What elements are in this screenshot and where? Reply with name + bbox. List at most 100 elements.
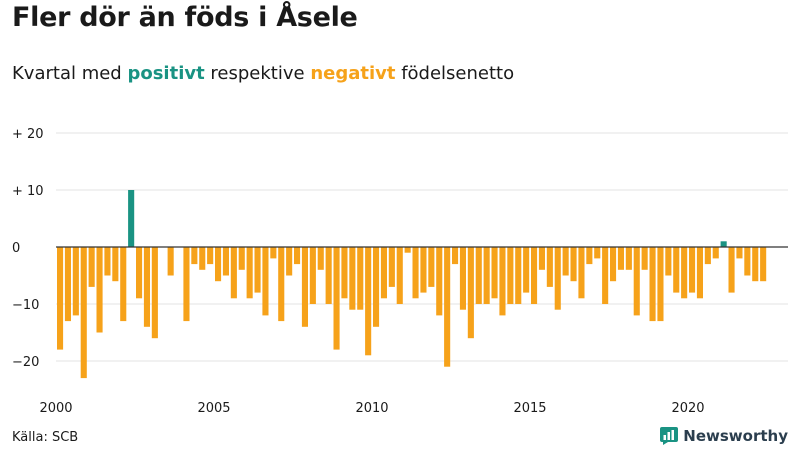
- bar: [72, 247, 79, 316]
- x-tick-label: 2010: [355, 401, 388, 416]
- bar: [428, 247, 435, 287]
- bar: [80, 247, 87, 379]
- bar: [294, 247, 301, 265]
- bar: [380, 247, 387, 299]
- chart-subtitle: Kvartal med positivt respektive negativt…: [12, 63, 514, 84]
- bar: [420, 247, 427, 293]
- bar: [617, 247, 624, 270]
- bar: [444, 247, 451, 367]
- bar: [167, 247, 174, 276]
- bar: [317, 247, 324, 270]
- y-tick-label: −10: [12, 298, 39, 313]
- bar: [452, 247, 459, 265]
- bar: [341, 247, 348, 299]
- bar: [633, 247, 640, 316]
- bar: [238, 247, 245, 270]
- bar: [143, 247, 150, 327]
- bar: [230, 247, 237, 299]
- bar: [760, 247, 767, 282]
- x-tick-label: 2015: [513, 401, 546, 416]
- y-tick-label: −20: [12, 355, 39, 370]
- bar: [191, 247, 198, 265]
- subtitle-suffix: födelsenetto: [395, 63, 515, 84]
- bar: [254, 247, 261, 293]
- bar: [404, 247, 411, 253]
- newsworthy-logo-icon: [660, 427, 679, 445]
- subtitle-positive: positivt: [127, 63, 205, 84]
- bar: [602, 247, 609, 304]
- bar: [333, 247, 340, 350]
- bar: [88, 247, 95, 287]
- bar: [720, 241, 727, 247]
- bar: [483, 247, 490, 304]
- bar: [286, 247, 293, 276]
- bar: [704, 247, 711, 265]
- bar: [736, 247, 743, 259]
- bar: [396, 247, 403, 304]
- bar: [357, 247, 364, 310]
- bar: [673, 247, 680, 293]
- subtitle-negative: negativt: [310, 63, 396, 84]
- bar: [120, 247, 127, 322]
- bar: [412, 247, 419, 299]
- bar: [507, 247, 514, 304]
- bar: [515, 247, 522, 304]
- bar: [665, 247, 672, 276]
- bar: [57, 247, 64, 350]
- x-tick-label: 2020: [671, 401, 704, 416]
- bar: [625, 247, 632, 270]
- bar: [262, 247, 269, 316]
- bar: [649, 247, 656, 322]
- y-tick-label: + 20: [12, 127, 44, 142]
- bar: [499, 247, 506, 316]
- bar: [199, 247, 206, 270]
- bar: [578, 247, 585, 299]
- bar: [562, 247, 569, 276]
- bar: [531, 247, 538, 304]
- bar: [538, 247, 545, 270]
- subtitle-middle: respektive: [204, 63, 311, 84]
- bar: [594, 247, 601, 259]
- brand-name: Newsworthy: [683, 427, 788, 445]
- bar: [128, 190, 135, 247]
- bar: [459, 247, 466, 310]
- y-tick-label: 0: [12, 241, 20, 256]
- bar: [222, 247, 229, 276]
- bar: [752, 247, 759, 282]
- bar: [467, 247, 474, 339]
- x-tick-label: 2005: [197, 401, 230, 416]
- bar: [215, 247, 222, 282]
- bar: [365, 247, 372, 356]
- bar: [246, 247, 253, 299]
- bar: [349, 247, 356, 310]
- x-tick-label: 2000: [39, 401, 72, 416]
- bar: [681, 247, 688, 299]
- bar: [270, 247, 277, 259]
- bar: [554, 247, 561, 310]
- subtitle-prefix: Kvartal med: [12, 63, 128, 84]
- bar: [712, 247, 719, 259]
- bar: [436, 247, 443, 316]
- bar: [325, 247, 332, 304]
- bar: [586, 247, 593, 265]
- bar: [309, 247, 316, 304]
- bar: [696, 247, 703, 299]
- brand-logo: Newsworthy: [660, 427, 788, 445]
- bar: [610, 247, 617, 282]
- bar: [744, 247, 751, 276]
- bar: [728, 247, 735, 293]
- bar: [546, 247, 553, 287]
- bar: [523, 247, 530, 293]
- bar: [136, 247, 143, 299]
- bar: [373, 247, 380, 327]
- bar: [570, 247, 577, 282]
- chart-title: Fler dör än föds i Åsele: [12, 2, 358, 33]
- bar: [112, 247, 119, 282]
- bar: [96, 247, 103, 333]
- y-tick-label: + 10: [12, 184, 44, 199]
- bar: [491, 247, 498, 299]
- source-note: Källa: SCB: [12, 430, 79, 445]
- bar: [657, 247, 664, 322]
- bar: [388, 247, 395, 287]
